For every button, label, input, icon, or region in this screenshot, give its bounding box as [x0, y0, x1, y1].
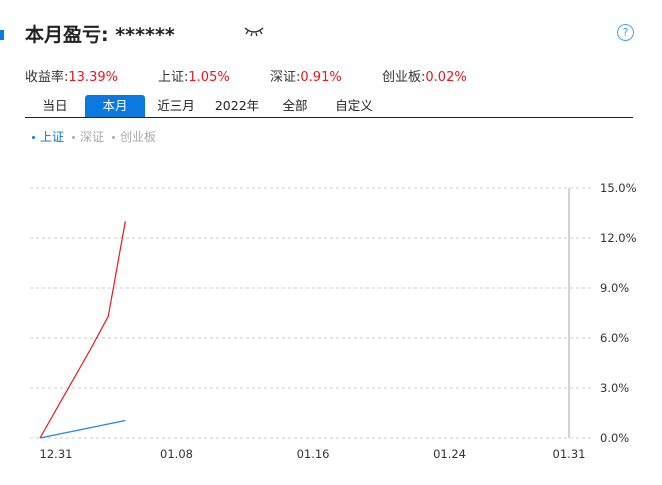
accent-bar [0, 30, 4, 40]
stat-item: 收益率:13.39% [25, 66, 118, 85]
stat-item: 创业板:0.02% [382, 66, 467, 85]
help-icon[interactable]: ? [617, 24, 634, 41]
legend-dot [112, 136, 116, 139]
stat-value: 13.39% [68, 70, 118, 85]
y-tick-label: 12.0% [600, 231, 637, 245]
title-label: 本月盈亏: [25, 24, 109, 46]
x-tick-label: 01.31 [553, 447, 586, 461]
stat-value: 0.02% [425, 70, 467, 85]
series-line-0 [39, 221, 126, 439]
x-tick-label: 01.16 [297, 447, 330, 461]
x-tick-label: 12.31 [40, 447, 73, 461]
legend-label: 创业板 [120, 130, 157, 144]
stat-item: 上证:1.05% [158, 66, 230, 85]
stat-value: 1.05% [188, 70, 230, 85]
chart-legend: 上证 深证 创业板 [32, 128, 156, 145]
eye-closed-icon[interactable] [243, 25, 265, 37]
tab-3[interactable]: 2022年 [214, 98, 260, 113]
legend-label: 深证 [80, 130, 105, 144]
y-tick-label: 0.0% [600, 431, 629, 445]
stat-label: 上证: [158, 70, 189, 85]
masked-profit: ****** [115, 24, 175, 46]
legend-item[interactable]: 深证 [72, 128, 104, 145]
series-line-1 [39, 419, 126, 439]
tab-4[interactable]: 全部 [282, 98, 308, 113]
page-title: 本月盈亏: ****** [25, 20, 175, 47]
stat-item: 深证:0.91% [270, 66, 342, 85]
y-tick-label: 6.0% [600, 331, 629, 345]
tab-5[interactable]: 自定义 [335, 98, 373, 113]
x-tick-label: 01.08 [160, 447, 193, 461]
legend-item[interactable]: 上证 [32, 128, 64, 145]
legend-item[interactable]: 创业板 [112, 128, 156, 145]
y-tick-label: 15.0% [600, 181, 637, 195]
tab-1[interactable]: 本月 [85, 95, 145, 117]
legend-label: 上证 [40, 130, 65, 144]
stat-label: 深证: [270, 70, 301, 85]
legend-dot [32, 136, 35, 139]
x-tick-label: 01.24 [433, 447, 466, 461]
y-tick-label: 9.0% [600, 281, 629, 295]
stat-value: 0.91% [300, 70, 342, 85]
legend-dot [72, 136, 76, 139]
tab-0[interactable]: 当日 [42, 98, 68, 113]
stat-label: 创业板: [382, 70, 426, 85]
stat-label: 收益率: [25, 70, 69, 85]
tab-2[interactable]: 近三月 [157, 98, 195, 113]
period-tabs: 当日 本月 近三月 2022年 全部 自定义 [25, 95, 633, 118]
y-tick-label: 3.0% [600, 381, 629, 395]
